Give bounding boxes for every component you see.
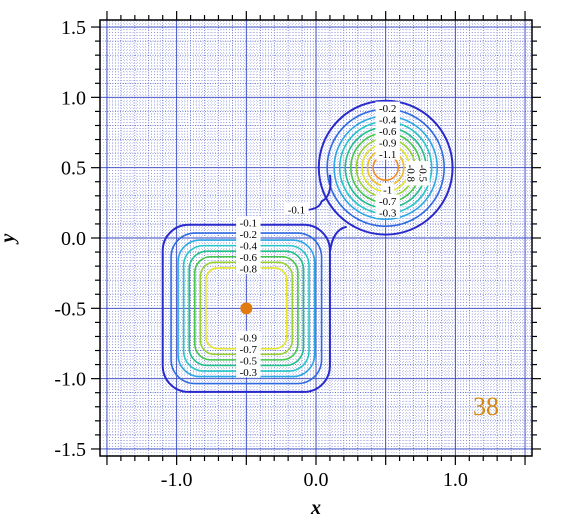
disk-label-top-3: -0.9 [379,138,397,150]
disk-contour--0.1 [317,99,454,236]
bridge-label: -0.1 [288,204,305,216]
square-label-bottom-3-group: -0.3 [236,365,261,379]
disk-label-bottom-1-bg [375,194,400,207]
square-label-top-2-group: -0.4 [236,239,261,253]
square-label-bottom-0: -0.9 [240,332,258,344]
disk-label-right-0-group: -0.8 [404,161,418,186]
disk-label-right-1-group: -0.5 [416,161,430,186]
x-axis-title: x [310,497,321,519]
x-tick-label-0: -1.0 [161,469,193,491]
y-tick-label-0: 1.5 [61,17,86,39]
disk-label-top-0: -0.2 [379,103,396,115]
disk-label-top-3-bg [375,136,400,149]
y-tick-label-5: -1.0 [54,369,86,391]
square-label-top-4-bg [236,262,261,275]
square-label-top-4: -0.8 [240,264,258,276]
disk-label-right-1: -0.5 [416,165,428,183]
square-label-bottom-0-bg [236,330,261,343]
square-label-top-0-bg [236,216,261,229]
square-label-bottom-1-bg [236,342,261,355]
y-tick-label-3: 0.0 [61,228,86,250]
disk-label-bottom-0-group: -1 [381,182,395,196]
tick-labels: -1.0 0.0 1.0 1.5 1.0 0.5 0.0 -0.5 -1.0 -1.5 [54,17,468,491]
disk-label-bottom-1-group: -0.7 [375,194,400,208]
disk-label-top-2: -0.6 [379,126,397,138]
disk-label-right-0: -0.8 [404,165,416,183]
disk-label-top-2-bg [375,124,400,137]
square-label-top-3-group: -0.6 [236,250,261,264]
x-tick-label-2: 1.0 [443,469,468,491]
y-axis-title: y [0,233,19,244]
square-label-top-3: -0.6 [240,252,258,264]
y-tick-label-2: 0.5 [61,158,86,180]
disk-label-top-1-bg [375,113,400,126]
square-label-bottom-2-bg [236,353,261,366]
disk-label-right-1-bg [417,161,430,186]
disk-label-top-3-group: -0.9 [375,136,400,150]
y-tick-label-4: -0.5 [54,298,86,320]
y-tick-label-6: -1.5 [54,439,86,461]
center-point [240,302,253,315]
disk-label-bottom-0: -1 [383,184,392,196]
disk-label-top-4: -1.1 [379,149,396,161]
grid-lines [100,20,532,456]
square-label-top-2-bg [236,239,261,252]
axis-ticks [91,11,541,465]
square-label-bottom-3-bg [236,365,261,378]
square-label-bottom-0-group: -0.9 [236,330,261,344]
square-label-top-1: -0.2 [240,229,257,241]
bridge-label-group: -0.1 [284,202,309,216]
disk-label-bottom-2-bg [375,205,400,218]
square-label-top-0-group: -0.1 [236,216,261,230]
disk-label-top-1: -0.4 [379,115,397,127]
disk-label-top-1-group: -0.4 [375,113,400,127]
square-label-bottom-2-group: -0.5 [236,353,261,367]
disk-label-top-2-group: -0.6 [375,124,400,138]
square-label-top-1-bg [236,227,261,240]
disk-label-top-4-bg [375,147,400,160]
square-label-bottom-3: -0.3 [240,367,258,379]
charge-point [240,302,253,315]
square-label-top-1-group: -0.2 [236,227,261,241]
disk-label-top-0-bg [375,101,400,114]
disk-label-bottom-2: -0.3 [379,207,397,219]
y-tick-label-1: 1.0 [61,87,86,109]
x-tick-label-1: 0.0 [304,469,329,491]
square-label-top-3-bg [236,250,261,263]
square-label-top-2: -0.4 [240,241,258,253]
square-label-bottom-2: -0.5 [240,355,258,367]
disk-label-bottom-1: -0.7 [379,196,397,208]
contour-labels: -0.1-0.2-0.4-0.6-0.8-0.9-0.7-0.5-0.3-0.2… [236,101,430,379]
disk-label-top-0-group: -0.2 [375,101,400,115]
disk-label-bottom-0-bg [381,182,395,195]
disk-label-bottom-2-group: -0.3 [375,205,400,219]
square-label-bottom-1-group: -0.7 [236,342,261,356]
square-label-top-0: -0.1 [240,218,257,230]
frame-number: 38 [473,392,499,421]
disk-label-top-4-group: -1.1 [375,147,400,161]
bridge-contour-lower [328,225,347,253]
disk-label-right-0-bg [405,161,418,186]
square-label-top-4-group: -0.8 [236,262,261,276]
square-label-bottom-1: -0.7 [240,344,258,356]
bridge-label-bg [284,202,309,215]
